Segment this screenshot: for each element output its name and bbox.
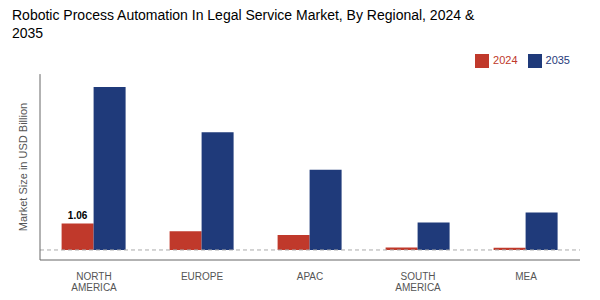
svg-text:EUROPE: EUROPE xyxy=(181,271,224,282)
html-text:2035: 2035 xyxy=(545,54,570,66)
svg-text:1.06: 1.06 xyxy=(68,210,88,221)
html-text:2024: 2024 xyxy=(493,54,518,66)
svg-text:NORTHAMERICA: NORTHAMERICA xyxy=(71,271,117,293)
html-text:2035: 2035 xyxy=(12,25,44,41)
svg-text:MEA: MEA xyxy=(515,271,537,282)
svg-text:APAC: APAC xyxy=(297,271,324,282)
svg-text:Market Size in USD Billion: Market Size in USD Billion xyxy=(17,103,29,231)
svg-text:SOUTHAMERICA: SOUTHAMERICA xyxy=(395,271,441,293)
html-text:Robotic Process Automation In: Robotic Process Automation In Legal Serv… xyxy=(12,7,475,23)
